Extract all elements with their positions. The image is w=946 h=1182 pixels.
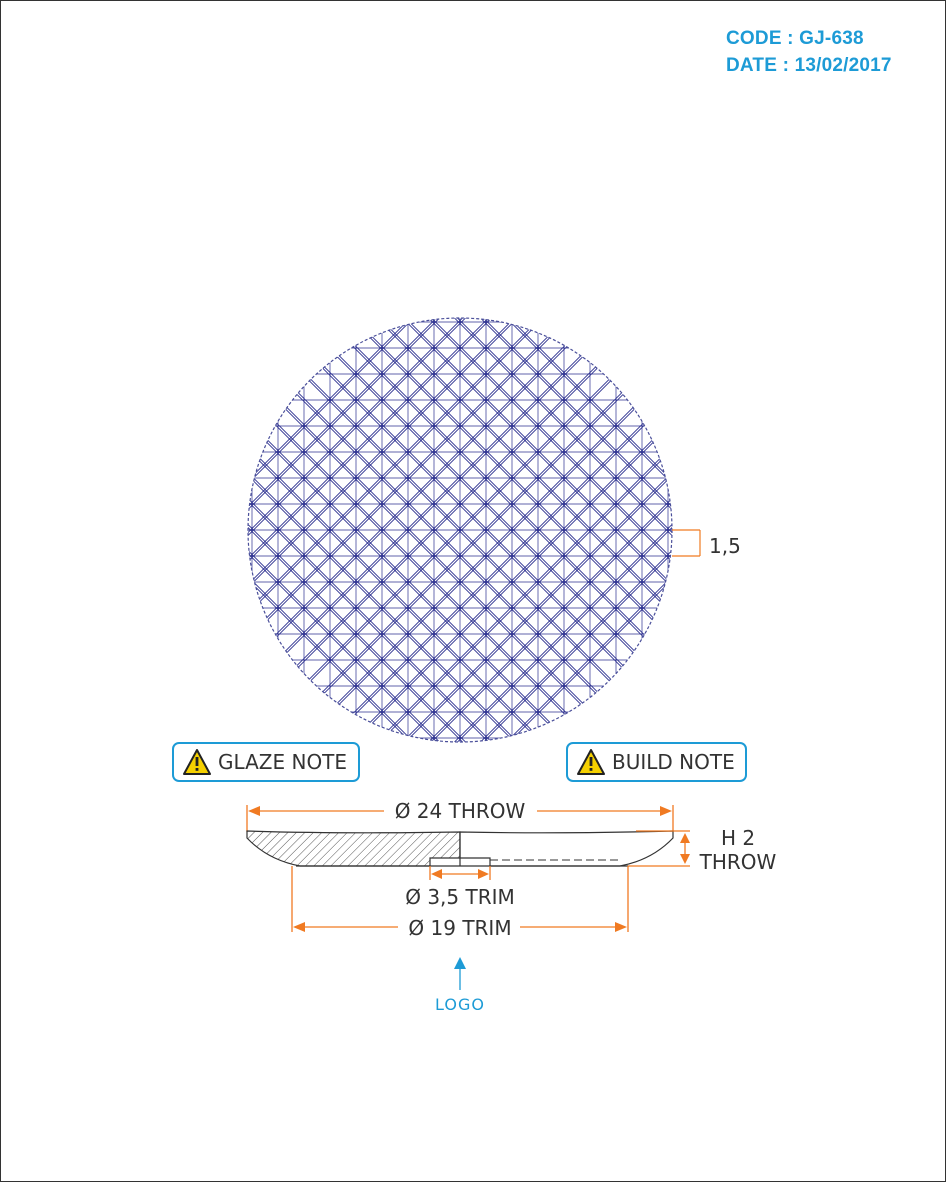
- plate-side-profile: [246, 830, 674, 867]
- diameter-dimension: [246, 805, 674, 832]
- quilted-pattern: [248, 318, 672, 742]
- logo-label: LOGO: [435, 995, 485, 1014]
- warning-triangle-icon: [183, 749, 211, 775]
- code-label: CODE : GJ-638: [726, 28, 864, 49]
- glaze-note-badge: GLAZE NOTE: [172, 742, 360, 782]
- thickness-label: 1,5: [709, 534, 741, 558]
- trim-diameter-label: Ø 19 TRIM: [408, 916, 511, 940]
- logo-arrow-icon: [454, 957, 466, 990]
- height-dimension: [628, 830, 690, 867]
- diameter-label: Ø 24 THROW: [395, 799, 526, 823]
- build-note-label: BUILD NOTE: [612, 750, 735, 774]
- warning-triangle-icon: [577, 749, 605, 775]
- date-label: DATE : 13/02/2017: [726, 55, 892, 76]
- glaze-note-label: GLAZE NOTE: [218, 750, 348, 774]
- height-label-line1: H 2: [721, 826, 755, 850]
- build-note-badge: BUILD NOTE: [566, 742, 747, 782]
- foot-diameter-label: Ø 3,5 TRIM: [405, 885, 515, 909]
- thickness-dimension: [672, 529, 701, 557]
- height-label-line2: THROW: [699, 850, 777, 874]
- trim-dimension: [291, 866, 629, 932]
- plate-top-view: [247, 317, 673, 743]
- foot-dimension: [429, 866, 491, 880]
